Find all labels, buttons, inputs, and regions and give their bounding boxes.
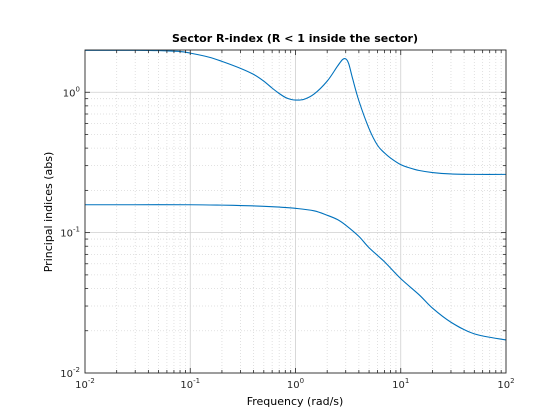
y-tick-label: 10-1 <box>60 226 80 240</box>
y-tick-label: 10-2 <box>60 366 80 380</box>
x-tick-label: 10-2 <box>75 377 95 391</box>
ticks: 10-2 10-1 100 101 102 10-2 10-1 100 <box>60 50 515 391</box>
x-tick-label: 10-1 <box>180 377 200 391</box>
x-tick-label: 102 <box>497 377 514 391</box>
chart-title: Sector R-index (R < 1 inside the sector) <box>172 32 418 45</box>
x-axis-title: Frequency (rad/s) <box>247 395 344 408</box>
x-tick-label: 100 <box>287 377 304 391</box>
principal-index-line-1 <box>84 49 507 175</box>
grid <box>85 50 506 373</box>
y-axis-title: Principal indices (abs) <box>42 152 55 273</box>
x-tick-label: 101 <box>392 377 409 391</box>
y-tick-label: 100 <box>63 85 80 99</box>
series-layer <box>84 49 507 341</box>
principal-index-line-2 <box>85 204 507 341</box>
